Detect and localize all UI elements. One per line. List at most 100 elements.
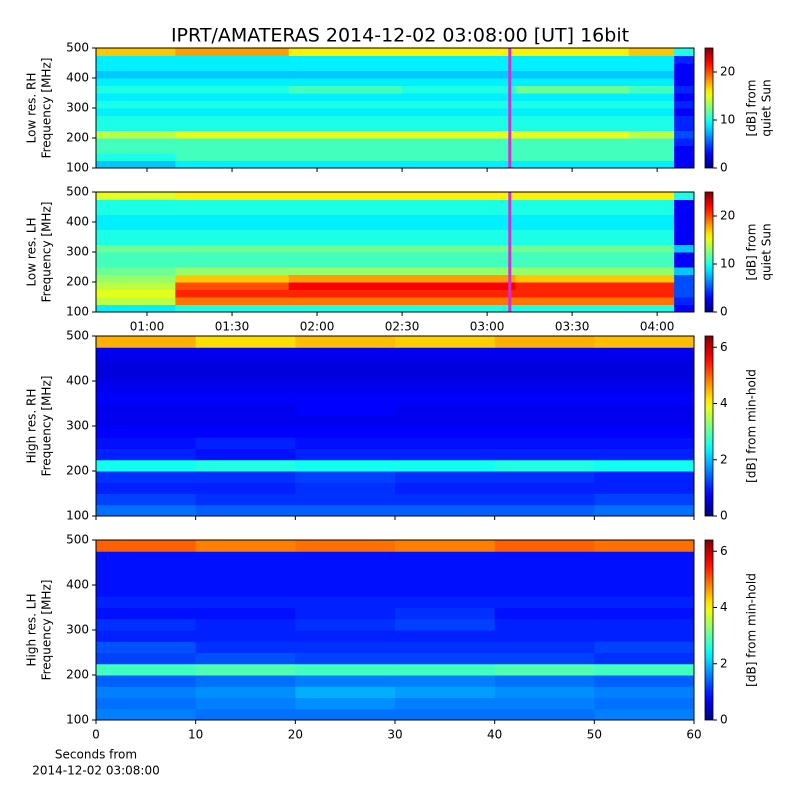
heat-cell <box>515 108 630 116</box>
heat-cell <box>175 70 290 79</box>
heat-cell <box>175 100 290 109</box>
heat-cell <box>402 55 516 64</box>
y-tick-label: 400 <box>66 71 89 85</box>
heat-cell <box>402 199 516 208</box>
heat-cell <box>195 630 296 642</box>
heat-cell <box>494 618 595 631</box>
heat-cell <box>96 229 176 238</box>
heat-cell <box>494 358 595 371</box>
heat-cell <box>195 347 296 359</box>
heat-cell <box>515 199 630 208</box>
heat-cell <box>494 708 595 721</box>
heat-cell <box>674 222 695 230</box>
heat-cell <box>295 652 396 665</box>
x-tick-label: 20 <box>288 728 303 742</box>
heat-cell <box>674 199 695 208</box>
heat-cell <box>515 237 630 245</box>
heat-cell <box>288 267 403 275</box>
heat-cell <box>288 70 403 79</box>
heat-cell <box>295 675 396 687</box>
heat-cell <box>175 78 290 86</box>
heat-cell <box>288 63 403 71</box>
x-axis-label: Seconds from <box>55 748 137 762</box>
heat-cell <box>628 85 675 94</box>
y-tick-label: 400 <box>66 578 89 592</box>
y-axis-label: Frequency [MHz] <box>40 580 54 681</box>
y-axis-label: Low res. RH <box>25 73 39 144</box>
heat-cell <box>96 297 176 305</box>
heat-cell <box>594 471 695 483</box>
heat-cell <box>96 267 176 275</box>
heat-cell <box>175 55 290 64</box>
heat-cell <box>494 607 595 620</box>
heat-cell <box>674 63 695 71</box>
heat-cell <box>295 504 396 517</box>
colorbar-label: [dB] from <box>745 224 759 281</box>
heat-cell <box>594 403 695 416</box>
heat-cell <box>494 504 595 517</box>
heat-cell <box>195 675 296 687</box>
heat-cell <box>395 504 496 517</box>
heat-cell <box>674 48 695 56</box>
y-tick-label: 300 <box>66 245 89 259</box>
heat-cell <box>628 130 675 139</box>
heat-cell <box>175 267 290 275</box>
heat-cell <box>515 123 630 131</box>
heat-cell <box>628 192 675 200</box>
heat-cell <box>96 607 197 620</box>
heat-cell <box>674 192 695 200</box>
heat-cell <box>175 160 290 169</box>
heat-cell <box>515 85 630 94</box>
y-tick-label: 400 <box>66 215 89 229</box>
heat-cell <box>494 573 595 586</box>
heat-cell <box>175 207 290 215</box>
colorbar-tick-label: 0 <box>720 713 728 727</box>
heat-cell <box>594 663 695 676</box>
heat-cell <box>96 459 197 472</box>
heat-cell <box>594 448 695 461</box>
heat-cell <box>96 115 176 124</box>
heat-cell <box>402 138 516 146</box>
colorbar <box>704 191 714 313</box>
heat-cell <box>674 297 695 305</box>
heat-cell <box>288 130 403 139</box>
heat-cell <box>402 78 516 86</box>
colorbar-tick-label: 0 <box>720 161 728 175</box>
heat-cell <box>96 414 197 427</box>
colorbar <box>704 335 714 517</box>
heat-cell <box>674 229 695 238</box>
heat-cell <box>395 618 496 631</box>
heat-cell <box>594 392 695 404</box>
heat-cell <box>175 108 290 116</box>
heat-cell <box>402 252 516 260</box>
heat-cell <box>594 347 695 359</box>
heat-cell <box>295 562 396 575</box>
x-tick-label: 0 <box>92 728 100 742</box>
heat-cell <box>515 153 630 161</box>
colorbar-tick-label: 6 <box>720 340 728 354</box>
heat-cell <box>494 369 595 382</box>
heat-cell <box>96 573 197 586</box>
heat-cell <box>402 160 516 169</box>
heat-cell <box>515 160 630 169</box>
heat-cell <box>515 259 630 268</box>
y-tick-label: 200 <box>66 131 89 145</box>
heat-cell <box>402 214 516 223</box>
heat-cell <box>494 426 595 438</box>
heat-cell <box>594 607 695 620</box>
heat-cell <box>295 686 396 698</box>
heat-cell <box>628 237 675 245</box>
heat-cell <box>494 437 595 449</box>
heat-cell <box>395 426 496 438</box>
heat-cell <box>195 414 296 427</box>
heat-cell <box>628 222 675 230</box>
heat-cell <box>594 596 695 608</box>
heat-cell <box>628 145 675 154</box>
heat-cell <box>195 551 296 563</box>
heat-cell <box>96 426 197 438</box>
heat-cell <box>674 160 695 169</box>
x-tick-label: 04:00 <box>640 320 675 334</box>
heat-cell <box>402 229 516 238</box>
heat-cell <box>402 282 516 290</box>
heat-cell <box>515 145 630 154</box>
